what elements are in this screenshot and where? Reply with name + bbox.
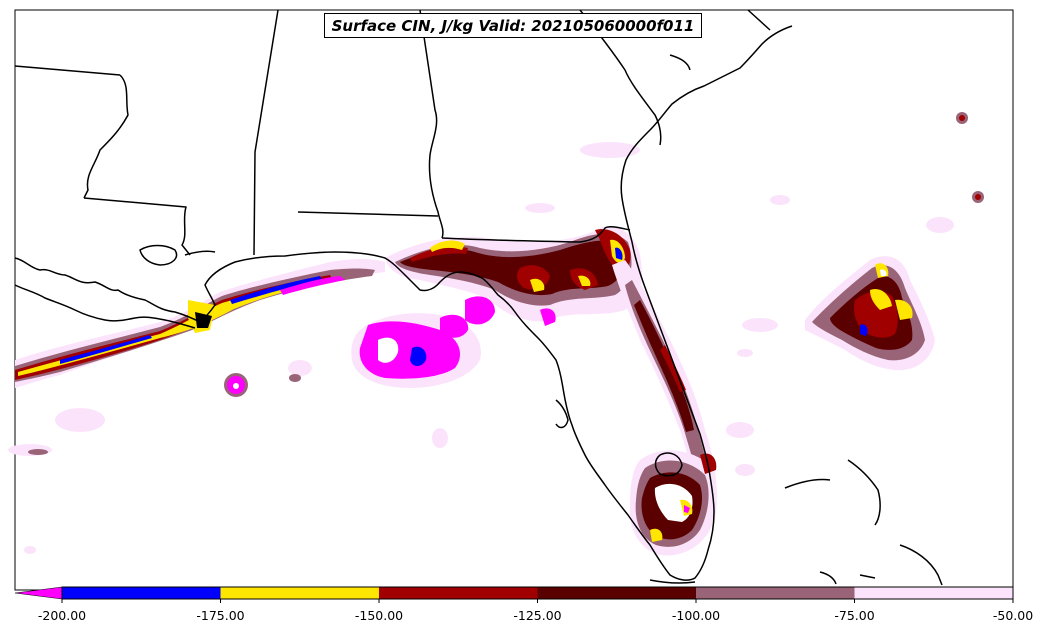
gulf-coastline [14,25,793,581]
tampa-bay [555,399,569,429]
colorbar-bin-2 [379,587,538,599]
ms-barrier-detail [184,250,216,256]
south-florida-region [629,450,717,556]
map-title: Surface CIN, J/kg Valid: 202105060000f01… [324,13,702,38]
colorbar-tick-label: -200.00 [37,608,87,623]
colorbar-bins [62,587,1013,599]
state-border-ar-ms [14,65,121,76]
bahamas-andros [899,544,943,586]
gulf-small-spot [224,373,248,397]
colorbar [14,586,1014,603]
state-border-ms-la [83,197,191,256]
colorbar-bin-4 [696,587,855,599]
colorbar-bin-5 [854,587,1013,599]
state-border-ms-river [83,74,129,199]
geography-outlines [14,9,943,586]
lake-pontchartrain [139,244,178,266]
colorbar-bin-0 [62,587,221,599]
atlantic-east-blob [805,256,935,371]
florida-keys [649,579,696,584]
louisiana-coast-detail [14,284,196,329]
state-border-al-ga [419,9,444,239]
state-border-ga-fl [441,226,631,243]
north-florida-region [385,226,642,326]
gulf-central-blob [351,313,481,388]
colorbar-tick-label: -175.00 [196,608,245,623]
state-border-ms-al [253,9,279,256]
colorbar-tick-label: -50.00 [992,608,1034,623]
colorbar-tick-label: -150.00 [354,608,404,623]
cin-shading [8,112,984,556]
gulf-band-west [15,259,385,388]
colorbar-tick-label: -75.00 [834,608,875,623]
colorbar-bin-3 [537,587,696,599]
state-border-al-fl [297,211,439,217]
bahamas-small-2 [859,574,876,579]
pamlico-detail [669,54,691,71]
bahamas-small [819,571,837,585]
bahamas-abaco [847,459,881,526]
colorbar-ticks [61,599,1014,603]
colorbar-tick-label: -125.00 [513,608,562,623]
colorbar-tick-label: -100.00 [671,608,721,623]
state-border-sc-nc [747,9,771,31]
colorbar-bin-1 [220,587,379,599]
bahamas-grand [784,478,831,489]
state-border-ga-sc [579,9,662,146]
lake-okeechobee [654,452,683,477]
scattered-spots [8,112,984,554]
